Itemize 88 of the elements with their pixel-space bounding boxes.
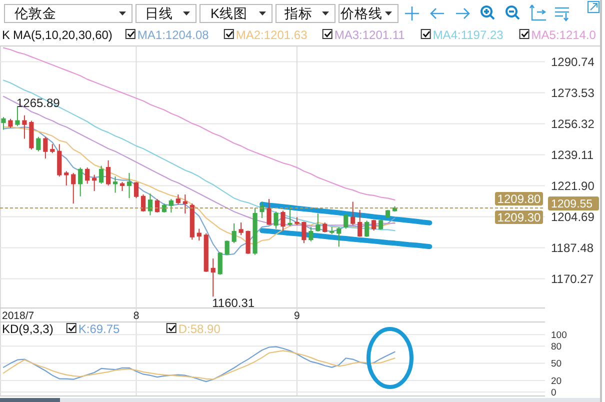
candlestick [120,181,125,192]
candlestick [385,209,390,218]
candlestick [204,232,208,272]
y-tick-label: 1170.27 [551,272,594,286]
candlestick [148,193,153,216]
dropdown: 价格线 [338,4,398,23]
ref-line-label: 1209.55 [551,198,593,210]
candlestick [140,194,146,212]
candlestick [1,116,6,130]
dropdown: K线图 [200,4,272,23]
dropdown: 伦敦金 [4,4,132,23]
candlestick [176,194,180,205]
y-tick-label: 1273.53 [551,86,595,100]
candlestick [168,198,174,214]
candlestick [162,203,166,214]
candlestick [99,165,104,184]
annotation: 1160.31 [212,296,255,310]
y-tick-label: 100 [551,330,567,341]
text: K [2,28,10,42]
legend: MA(5,10,20,30,60) MA1:1204.08 MA2:1201.63 MA3:1201.11 MA4:1197.23 MA5:1214.0 [13,28,596,42]
x-tick-label: 8 [133,310,140,322]
candlestick [106,160,111,186]
candlestick [22,114,27,140]
candlestick [15,106,20,127]
legend-title: KD(9,3,3) [2,322,54,336]
chart-title: 伦敦金 [14,6,56,21]
y-tick-label: 1256.32 [551,116,595,131]
candlestick [196,228,202,241]
candlestick [8,118,13,128]
candlestick [154,198,160,214]
y-tick-label: 0 [551,387,556,398]
y-tick-label: 1290.74 [551,54,595,69]
candlestick [134,181,139,199]
candlestick [322,222,328,233]
candlestick [36,136,41,152]
candlestick [274,211,278,230]
price-box: 1209.80 [495,192,543,206]
candlestick [344,212,348,230]
candlestick [57,144,62,178]
legend: KD(9,3,3) K:69.75 D:58.90 [2,322,220,336]
candlestick [182,194,188,214]
candlestick [85,167,90,184]
legend-title: MA(5,10,20,30,60) [13,28,112,42]
candlestick [364,220,370,238]
candlestick [252,208,258,256]
candlestick [50,144,55,154]
candlestick [288,204,292,227]
candlestick [29,120,34,150]
candlestick [238,222,244,236]
candlestick [378,219,384,230]
candlestick [246,230,250,254]
y-tick-label: 1204.69 [551,210,595,224]
candlestick [218,252,222,276]
candlestick [266,198,272,226]
candlestick [210,258,216,298]
y-tick-label: 1239.11 [551,148,594,162]
chart-subtitle: 日线 [145,6,173,21]
candlestick [64,170,69,186]
candlestick [232,222,236,244]
y-tick-label: 80 [551,341,562,352]
candlestick [350,201,356,226]
candlestick [302,221,306,244]
candlestick [71,172,76,204]
dropdown: 日线 [136,4,196,23]
candlestick [190,203,194,240]
candlestick [224,240,230,256]
x-tick-label: 9 [294,310,300,322]
candlestick [280,210,286,232]
candlestick [43,136,48,160]
y-tick-label: 1187.48 [551,240,594,255]
candlestick [308,226,314,242]
candlestick [372,219,376,232]
price-box: 1209.30 [495,210,543,224]
annotation: 2018/7 [2,310,34,322]
candlestick [126,172,132,199]
candlestick [78,167,83,197]
y-tick-label: 1221.90 [551,178,595,193]
candlestick [260,201,264,218]
y-tick-label: 20 [551,376,562,387]
candlestick [112,176,118,194]
candlestick [336,226,342,248]
candlestick [316,212,320,232]
candlestick [358,209,362,238]
candlestick [330,226,334,235]
candlestick [92,174,97,192]
dropdown: 指标 [276,4,336,23]
y-tick-label: 50 [551,358,562,370]
candlestick [294,216,300,226]
